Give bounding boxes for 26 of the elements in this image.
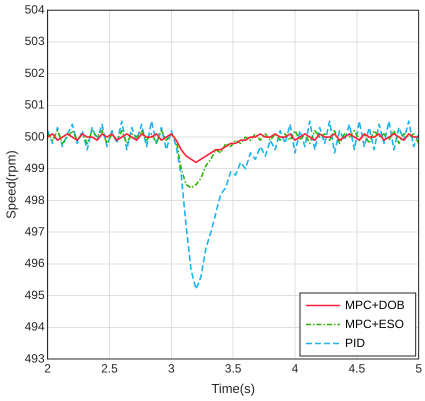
y-tick-label: 496 [24,256,45,270]
y-tick-label: 493 [24,351,45,366]
y-tick-label: 501 [24,98,45,112]
y-tick-label: 495 [24,288,45,302]
y-tick-label: 500 [24,129,45,144]
y-tick-label: 502 [24,66,45,80]
x-tick-label: 2 [44,362,52,376]
legend-label: PID [344,336,366,350]
legend-label: MPC+ESO [344,316,404,331]
y-tick-label: 499 [24,161,45,176]
y-tick-label: 503 [24,34,45,48]
y-tick-label: 494 [24,320,45,334]
x-tick-label: 3 [168,362,175,376]
x-tick-label: 5 [415,362,422,376]
x-tick-label: 2.5 [101,362,118,376]
line-series [48,120,419,290]
y-tick-label: 504 [24,2,45,17]
x-tick-label: 3.5 [224,362,242,376]
y-tick-label: 498 [24,192,45,207]
x-axis-title: Time(s) [211,380,255,396]
y-axis-title: Speed(rpm) [3,150,18,219]
y-tick-label: 497 [24,224,45,238]
legend-label: MPC+DOB [344,298,405,312]
x-tick-label: 4 [292,362,299,376]
line-series [48,130,419,189]
x-tick-label: 4.5 [348,362,366,376]
